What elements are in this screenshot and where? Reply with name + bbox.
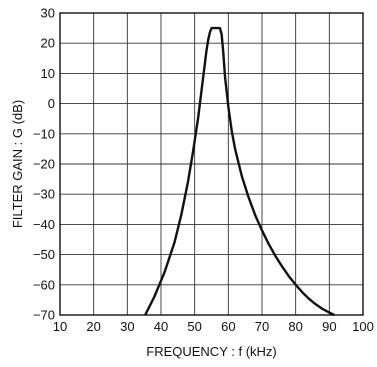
x-tick-label: 70 xyxy=(255,319,269,334)
y-tick-label: −30 xyxy=(33,187,55,202)
series-layer xyxy=(144,26,335,317)
x-tick-label: 40 xyxy=(154,319,168,334)
y-axis-title: FILTER GAIN : G (dB) xyxy=(10,100,25,228)
y-tick-labels: 30 20 10 0 −10 −20 −30 −40 −50 −60 −70 xyxy=(33,6,55,323)
y-tick-label: −50 xyxy=(33,247,55,262)
y-tick-label: 30 xyxy=(41,6,55,21)
y-tick-label: 20 xyxy=(41,36,55,51)
x-tick-label: 50 xyxy=(187,319,201,334)
y-tick-label: 10 xyxy=(41,66,55,81)
y-tick-label: −20 xyxy=(33,157,55,172)
x-tick-label: 20 xyxy=(86,319,100,334)
x-tick-label: 60 xyxy=(221,319,235,334)
x-axis-title: FREQUENCY : f (kHz) xyxy=(146,344,277,359)
x-tick-label: 100 xyxy=(352,319,374,334)
y-tick-label: −60 xyxy=(33,277,55,292)
x-tick-labels: 10 20 30 40 50 60 70 80 90 100 xyxy=(53,319,374,334)
x-tick-label: 10 xyxy=(53,319,67,334)
y-tick-label: −10 xyxy=(33,126,55,141)
y-tick-label: 0 xyxy=(48,96,55,111)
y-tick-label: −40 xyxy=(33,217,55,232)
y-tick-label: −70 xyxy=(33,308,55,323)
x-tick-label: 30 xyxy=(120,319,134,334)
x-tick-label: 90 xyxy=(322,319,336,334)
plot-frame xyxy=(59,12,364,316)
x-tick-label: 80 xyxy=(288,319,302,334)
gain-curve-line xyxy=(144,26,335,317)
grid-lines xyxy=(59,12,364,316)
